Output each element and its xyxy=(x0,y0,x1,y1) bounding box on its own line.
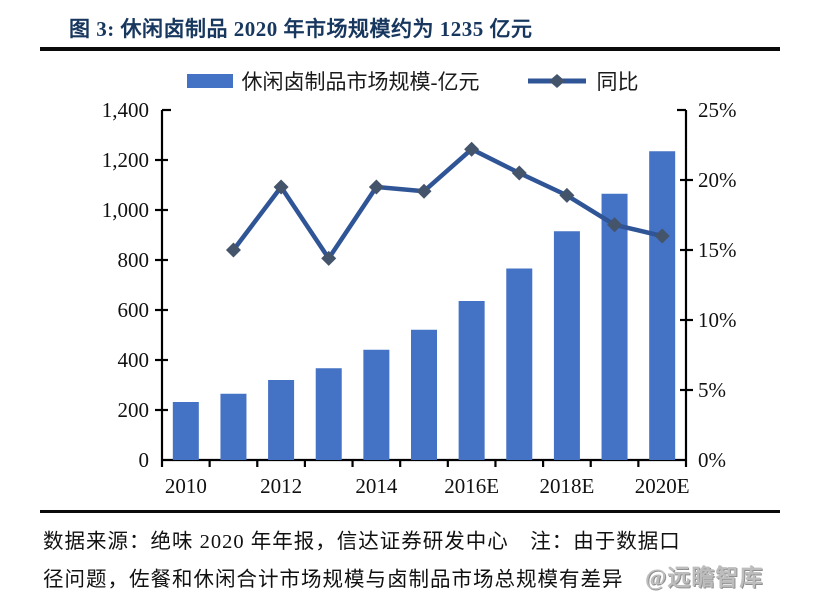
bar xyxy=(172,402,199,460)
bar xyxy=(458,301,485,460)
line-marker xyxy=(225,242,241,258)
left-axis-tick-label: 1,200 xyxy=(102,148,149,172)
x-axis-tick-label: 2016E xyxy=(444,474,499,498)
legend-label-yoy: 同比 xyxy=(596,70,639,94)
bar xyxy=(411,329,437,460)
bar xyxy=(268,380,295,460)
source-note-line-1: 数据来源：绝味 2020 年年报，信达证券研发中心 注：由于数据口 xyxy=(43,531,681,553)
legend-label-market-size: 休闲卤制品市场规模-亿元 xyxy=(241,70,480,94)
chart-footer-divider-rule xyxy=(40,510,780,513)
bar xyxy=(649,151,676,460)
right-axis-tick-label: 25% xyxy=(698,98,737,122)
x-axis-tick-label: 2020E xyxy=(635,474,690,498)
left-axis-tick-label: 400 xyxy=(118,348,150,372)
line-marker xyxy=(654,228,670,244)
bar-swatch-icon xyxy=(186,74,233,88)
figure-title: 图 3: 休闲卤制品 2020 年市场规模约为 1235 亿元 xyxy=(69,17,533,41)
line-marker xyxy=(273,179,289,195)
line-series xyxy=(225,141,670,266)
bar xyxy=(506,268,533,460)
source-note-line-2: 径问题，佐餐和休闲合计市场规模与卤制品市场总规模有差异 xyxy=(43,569,624,591)
line-marker xyxy=(416,183,432,199)
title-divider-rule xyxy=(40,47,780,51)
line-marker xyxy=(607,217,623,233)
bar-series xyxy=(172,151,676,460)
chart-legend: 休闲卤制品市场规模-亿元 同比 xyxy=(0,66,825,96)
left-axis-tick-label: 1,400 xyxy=(102,98,149,122)
legend-item-yoy: 同比 xyxy=(526,66,639,96)
right-axis-tick-label: 10% xyxy=(698,308,737,332)
right-axis-tick-label: 15% xyxy=(698,238,737,262)
line-marker xyxy=(464,141,480,157)
x-axis-tick-label: 2010 xyxy=(165,474,207,498)
bar xyxy=(553,231,580,460)
line-marker xyxy=(559,187,575,203)
bar xyxy=(220,393,247,460)
line-marker xyxy=(511,165,527,181)
bar xyxy=(363,349,390,460)
combo-chart: 0 200 400 600 800 1,000 1,200 1,400 0% 5% 10% 15% 20… xyxy=(102,98,737,498)
watermark: @远瞻智库 xyxy=(645,565,764,590)
legend-item-market-size: 休闲卤制品市场规模-亿元 xyxy=(186,66,480,96)
line-marker xyxy=(368,179,384,195)
left-axis-tick-label: 800 xyxy=(118,248,150,272)
left-axis-tick-label: 200 xyxy=(118,398,150,422)
right-axis-tick-label: 5% xyxy=(698,378,726,402)
right-axis-tick-label: 0% xyxy=(698,448,726,472)
line-diamond-icon xyxy=(527,74,586,88)
bar xyxy=(601,193,628,460)
left-axis-tick-label: 600 xyxy=(118,298,150,322)
left-axis-tick-label: 0 xyxy=(139,448,150,472)
bar xyxy=(315,368,342,460)
x-axis-tick-label: 2014 xyxy=(355,474,398,498)
x-axis-tick-label: 2012 xyxy=(260,474,302,498)
x-axis-tick-label: 2018E xyxy=(539,474,594,498)
left-axis-tick-label: 1,000 xyxy=(102,198,149,222)
line-marker xyxy=(321,250,337,266)
right-axis-tick-label: 20% xyxy=(698,168,737,192)
